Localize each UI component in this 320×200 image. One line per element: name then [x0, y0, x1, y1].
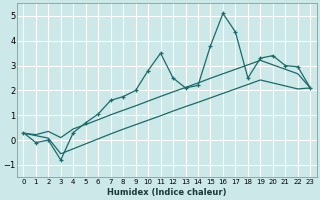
X-axis label: Humidex (Indice chaleur): Humidex (Indice chaleur) — [107, 188, 227, 197]
